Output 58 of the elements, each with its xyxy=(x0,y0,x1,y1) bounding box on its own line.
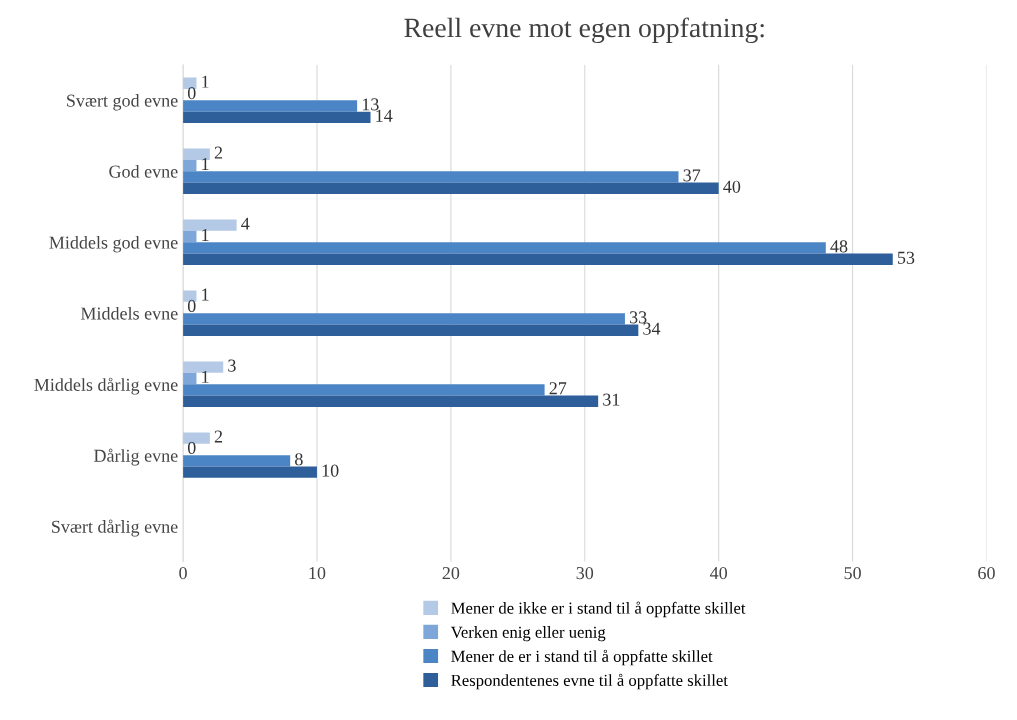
y-tick-label: Svært dårlig evne xyxy=(52,519,178,537)
data-label: 10 xyxy=(322,464,339,477)
bar xyxy=(183,313,625,325)
bar xyxy=(183,148,210,160)
y-tick-label: Middels dårlig evne xyxy=(34,377,178,395)
data-label: 27 xyxy=(549,382,567,395)
x-tick-label: 60 xyxy=(978,566,995,580)
x-tick-label: 0 xyxy=(179,566,187,580)
bar xyxy=(183,324,639,336)
y-tick-label: Svært god evne xyxy=(67,94,178,111)
x-tick-label: 20 xyxy=(442,566,460,580)
data-label: 40 xyxy=(723,180,741,193)
bar xyxy=(183,361,224,373)
data-label: 1 xyxy=(202,370,209,383)
y-tick-label: Middels evne xyxy=(80,306,178,320)
data-label: 13 xyxy=(362,98,379,111)
x-tick-label: 40 xyxy=(710,566,728,580)
data-label: 4 xyxy=(241,217,250,230)
bar xyxy=(183,395,599,407)
x-tick-label: 30 xyxy=(576,566,594,580)
data-label: 2 xyxy=(214,430,223,443)
data-label: 34 xyxy=(643,322,661,335)
bar xyxy=(183,171,679,183)
data-label: 0 xyxy=(187,441,196,454)
data-label: 3 xyxy=(228,359,236,372)
legend-label: Respondentenes evne til å oppfatte skillet xyxy=(451,673,728,690)
data-label: 1 xyxy=(202,75,209,88)
bar xyxy=(183,242,826,254)
bar xyxy=(183,466,317,478)
y-tick-label: God evne xyxy=(109,164,178,178)
data-label: 0 xyxy=(187,86,196,100)
data-label: 53 xyxy=(897,251,915,264)
data-label: 14 xyxy=(376,109,393,122)
y-tick-label: Dårlig evne xyxy=(93,448,178,466)
x-tick-label: 10 xyxy=(309,566,326,580)
data-label: 8 xyxy=(295,453,303,466)
bar xyxy=(183,100,358,112)
bar xyxy=(183,455,291,467)
x-tick-label: 50 xyxy=(844,566,861,580)
data-label: 48 xyxy=(830,240,848,253)
data-label: 31 xyxy=(603,393,620,406)
bar xyxy=(183,219,237,231)
data-label: 2 xyxy=(214,146,223,159)
chart-title: Reell evne mot egen oppfatning: xyxy=(404,17,764,44)
bar xyxy=(183,253,893,265)
legend-label: Mener de er i stand til å oppfatte skillet xyxy=(451,649,713,666)
data-label: 1 xyxy=(202,288,209,301)
bar xyxy=(183,182,719,194)
bar xyxy=(183,111,371,123)
data-label: 1 xyxy=(202,228,209,241)
y-tick-label: Middels god evne xyxy=(49,235,178,253)
bar xyxy=(183,384,545,396)
data-label: 0 xyxy=(187,299,196,313)
legend-label: Mener de ikke er i stand til å oppfatte skillet xyxy=(451,601,746,618)
data-label: 1 xyxy=(202,158,209,170)
data-label: 33 xyxy=(629,311,647,324)
legend-label: Verken enig eller uenig xyxy=(450,626,606,642)
data-label: 37 xyxy=(683,169,701,182)
